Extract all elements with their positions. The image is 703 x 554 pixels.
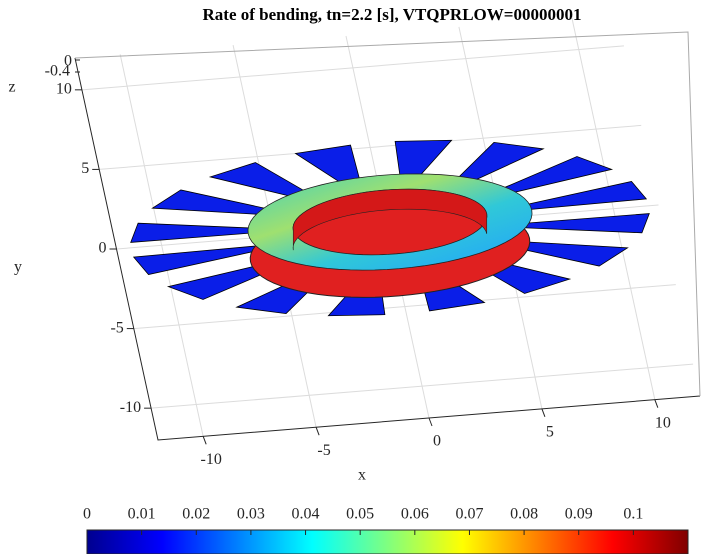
axes-frame	[74, 57, 701, 441]
x-tick-mark	[202, 436, 207, 445]
x-tick-mark	[654, 399, 659, 408]
y-axis-label: y	[14, 259, 22, 276]
grid-line	[81, 45, 624, 91]
axes-back-frame	[74, 31, 701, 397]
blade	[130, 222, 267, 243]
x-tick-label: 10	[655, 414, 671, 431]
grid-line	[99, 124, 642, 170]
colorbar-tick-label: 0.02	[182, 506, 210, 523]
colorbar-tick-label: 0	[83, 506, 91, 523]
z-tick-label: 0	[64, 53, 72, 70]
colorbar-tick-label: 0.08	[510, 506, 538, 523]
surface	[130, 139, 650, 317]
z-tick-label: -0.4	[45, 63, 70, 80]
grid-line	[151, 363, 694, 409]
chart-title: Rate of bending, tn=2.2 [s], VTQPRLOW=00…	[203, 5, 582, 24]
x-tick-label: 0	[433, 433, 441, 450]
colorbar-ticks: 0 0.01 0.02 0.03 0.04 0.05 0.06 0.07 0.08 0.09 0.1	[83, 506, 643, 535]
x-tick-mark	[541, 408, 546, 418]
colorbar-tick-label: 0.05	[346, 506, 374, 523]
x-axis-label: x	[358, 467, 366, 484]
x-tick-label: -5	[317, 442, 330, 459]
colorbar	[86, 529, 689, 554]
colorbar-tick-label: 0.07	[455, 506, 483, 523]
colorbar-tick-label: 0.04	[292, 506, 320, 523]
x-tick-mark	[428, 417, 433, 427]
y-tick-label: -10	[120, 399, 141, 416]
y-tick-label: -5	[110, 319, 123, 336]
x-tick-label: 5	[546, 424, 554, 441]
z-axis-label: z	[8, 79, 15, 96]
x-tick-label: -10	[201, 451, 222, 468]
colorbar-tick-label: 0.01	[128, 506, 156, 523]
x-tick-mark	[315, 426, 320, 436]
blade	[513, 213, 650, 234]
y-tick-label: 5	[81, 160, 89, 177]
grid-line	[133, 284, 676, 330]
y-tick-label: 10	[56, 81, 72, 98]
y-tick-label: 0	[99, 240, 107, 257]
colorbar-tick-label: 0.1	[623, 506, 643, 523]
grid	[81, 17, 694, 437]
ring-inner-wall	[292, 188, 488, 251]
colorbar-tick-label: 0.06	[401, 506, 429, 523]
colorbar-tick-label: 0.03	[237, 506, 265, 523]
colorbar-tick-label: 0.09	[565, 506, 593, 523]
